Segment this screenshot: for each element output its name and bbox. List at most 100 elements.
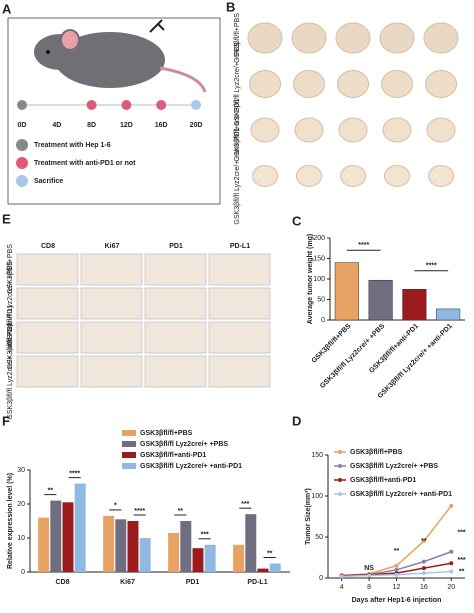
ihc-row: GSK3βfl/fl Lyz2cre/+ +anti-PD1 (7, 322, 14, 419)
ihc-image (16, 253, 79, 286)
timeline-dot (86, 100, 97, 110)
legend-marker (338, 450, 342, 454)
tumor-photo (337, 70, 369, 98)
tumor-photo (247, 22, 283, 54)
legend-text: Treatment with anti-PD1 or not (34, 160, 136, 167)
y-tick-label: 200 (313, 235, 325, 242)
legend-label: GSK3βfl/fl Lyz2cre/+ +PBS (350, 463, 438, 470)
bar (139, 538, 151, 572)
tumor-photo (338, 117, 368, 143)
bar (127, 521, 139, 572)
point (421, 566, 426, 571)
ihc-image (80, 253, 143, 286)
tumor-photo (249, 70, 281, 98)
x-tick-label: CD8 (55, 579, 69, 586)
point (339, 574, 344, 579)
bar (62, 502, 74, 572)
ihc-images (16, 253, 271, 388)
bar (74, 483, 86, 572)
sig-label: ** (178, 508, 184, 515)
tumor-photo (294, 117, 324, 143)
legend-label: GSK3βfl/fl+PBS (140, 430, 193, 437)
ihc-image (80, 321, 143, 354)
sig-label: ** (421, 538, 427, 545)
y-tick-label: 10 (17, 535, 25, 542)
point (449, 569, 454, 574)
day-label: 16D (155, 122, 168, 129)
x-tick-label: 16 (420, 584, 428, 591)
legend-marker (338, 492, 342, 496)
sig-label: **** (134, 508, 145, 515)
y-tick-label: 50 (315, 534, 323, 541)
point (394, 572, 399, 577)
y-axis-label: Average tumor weight (mg) (307, 234, 314, 324)
ihc-image (144, 355, 207, 388)
tumor-photo (426, 117, 456, 143)
ihc-image (208, 253, 271, 286)
tumor-photo (250, 117, 280, 143)
sig-label: ** (394, 548, 400, 555)
sig-label: ** (48, 487, 54, 494)
legend-text: Treatment with Hep 1-6 (34, 142, 111, 149)
x-tick-label: GSK3βfl/fl Lyz2cre/+ +PBS (319, 323, 386, 390)
y-tick-label: 100 (313, 276, 325, 283)
panel-label: D (292, 413, 301, 428)
day-label: 4D (52, 122, 61, 129)
panel-label: B (226, 0, 235, 14)
ihc-image (16, 287, 79, 320)
bar (257, 568, 269, 572)
bar (245, 514, 257, 572)
day-label: 0D (18, 122, 27, 129)
x-tick-label: 12 (393, 584, 401, 591)
legend-dot (16, 139, 28, 151)
legend-marker (338, 464, 342, 468)
y-tick-label: 0 (321, 317, 325, 324)
point (367, 573, 372, 578)
bar (115, 519, 127, 572)
ihc-row: GSK3βfl/fl +anti-PD1 (7, 304, 14, 369)
point (421, 539, 426, 544)
x-tick-label: PD1 (186, 579, 200, 586)
y-axis-label: Relative expression level (%) (7, 473, 14, 569)
x-tick-label: 8 (367, 584, 371, 591)
tumor-photo (379, 22, 415, 54)
sig-label: *** (201, 532, 209, 539)
tumor-photo (252, 165, 278, 187)
tumor-photo (428, 165, 454, 187)
legend-swatch (122, 452, 136, 458)
x-tick-label: Ki67 (120, 579, 135, 586)
tumor-photo (291, 22, 327, 54)
ihc-image (16, 321, 79, 354)
tumor-photo (381, 70, 413, 98)
tumor-photo (340, 165, 366, 187)
bar (38, 517, 50, 572)
sig-label: *** (241, 501, 249, 508)
day-label: 20D (190, 122, 203, 129)
y-axis-label: Tumor Size(mm³) (305, 488, 312, 545)
sig-label: *** (457, 557, 465, 564)
point (449, 561, 454, 566)
row-label: GSK3βfl/fl+PBS (234, 13, 241, 63)
bar (402, 289, 427, 321)
sig-label: ** (267, 550, 273, 557)
ihc-image (144, 287, 207, 320)
bar (368, 279, 393, 321)
x-tick-label: PD-L1 (247, 579, 267, 586)
point (449, 549, 454, 554)
sig-label: **** (426, 263, 437, 270)
sig-label: **** (358, 242, 369, 249)
timeline-dot (156, 100, 167, 110)
ihc-col: Ki67 (105, 243, 120, 250)
ihc-image (208, 321, 271, 354)
point (421, 571, 426, 576)
sig-label: ** (459, 568, 465, 575)
tumor-photo (296, 165, 322, 187)
bar (436, 308, 461, 321)
tumor-photo (293, 70, 325, 98)
ihc-col: CD8 (41, 243, 55, 250)
ihc-image (80, 287, 143, 320)
tumor-photo (384, 165, 410, 187)
tumor-photo (425, 70, 457, 98)
legend-label: GSK3βfl/fl+anti-PD1 (140, 452, 206, 459)
bar (168, 532, 180, 572)
